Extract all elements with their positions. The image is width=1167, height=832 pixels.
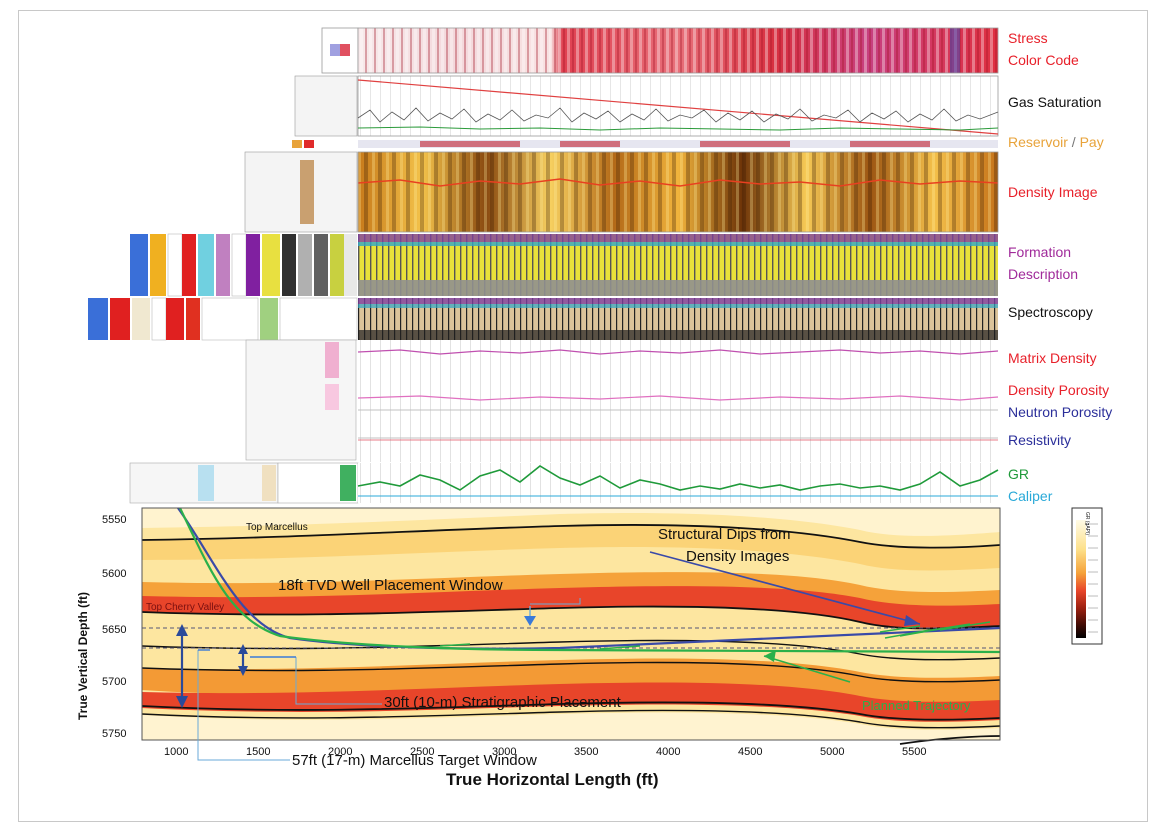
- label-reservoir-sep: /: [1071, 134, 1076, 150]
- label-top-cherry-valley: Top Cherry Valley: [146, 602, 225, 613]
- label-stress-1: Stress: [1008, 30, 1048, 46]
- label-density-porosity: Density Porosity: [1008, 382, 1110, 398]
- label-spectroscopy: Spectroscopy: [1008, 304, 1093, 320]
- figure-frame: [18, 10, 1148, 822]
- y-tick-5550: 5550: [102, 514, 127, 526]
- label-legend-title: GR (gAPI): [1084, 512, 1090, 536]
- label-top-marcellus: Top Marcellus: [246, 522, 308, 533]
- x-axis-label: True Horizontal Length (ft): [446, 770, 659, 789]
- label-gas-saturation: Gas Saturation: [1008, 94, 1102, 110]
- x-tick-3500: 3500: [574, 746, 599, 758]
- x-tick-4500: 4500: [738, 746, 763, 758]
- x-tick-5500: 5500: [902, 746, 927, 758]
- label-matrix-density: Matrix Density: [1008, 350, 1097, 366]
- x-tick-1500: 1500: [246, 746, 271, 758]
- label-density-image: Density Image: [1008, 184, 1098, 200]
- x-tick-2000: 2000: [328, 746, 353, 758]
- y-tick-5650: 5650: [102, 624, 127, 636]
- label-structural-dips-2: Density Images: [686, 548, 790, 565]
- x-tick-1000: 1000: [164, 746, 189, 758]
- x-tick-2500: 2500: [410, 746, 435, 758]
- x-tick-4000: 4000: [656, 746, 681, 758]
- label-target-window: 57ft (17-m) Marcellus Target Window: [292, 752, 537, 769]
- y-tick-5700: 5700: [102, 676, 127, 688]
- label-pay: Pay: [1079, 134, 1104, 150]
- y-axis-label: True Vertical Depth (ft): [76, 591, 90, 720]
- label-stress-2: Color Code: [1008, 52, 1079, 68]
- y-tick-5750: 5750: [102, 728, 127, 740]
- label-formation-2: Description: [1008, 266, 1079, 282]
- label-gr: GR: [1008, 466, 1029, 482]
- y-tick-5600: 5600: [102, 568, 127, 580]
- label-reservoir: Reservoir: [1008, 134, 1068, 150]
- x-tick-5000: 5000: [820, 746, 845, 758]
- label-formation-1: Formation: [1008, 244, 1072, 260]
- label-stratigraphic: 30ft (10-m) Stratigraphic Placement: [384, 694, 621, 711]
- label-neutron-porosity: Neutron Porosity: [1008, 404, 1113, 420]
- label-resistivity: Resistivity: [1008, 432, 1072, 448]
- label-reservoir-pay: Reservoir / Pay: [1008, 134, 1104, 150]
- label-planned-trajectory: Planned Trajectory: [862, 698, 971, 713]
- label-caliper: Caliper: [1008, 488, 1053, 504]
- label-placement-window: 18ft TVD Well Placement Window: [278, 577, 503, 594]
- x-tick-3000: 3000: [492, 746, 517, 758]
- label-structural-dips-1: Structural Dips from: [658, 526, 791, 543]
